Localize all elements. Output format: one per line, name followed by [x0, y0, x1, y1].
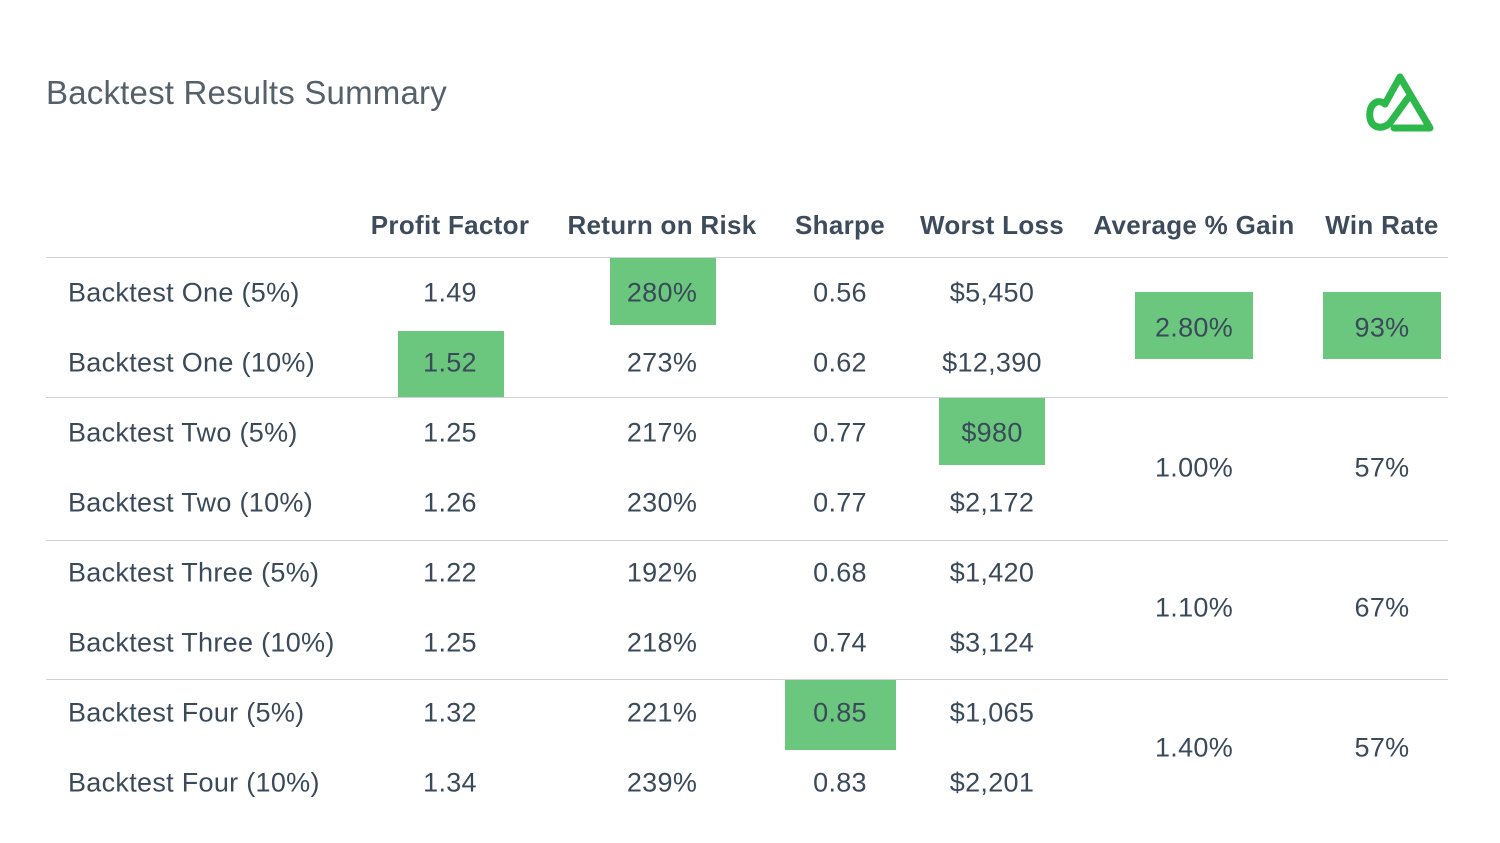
row-label: Backtest One (5%) — [68, 277, 300, 308]
highlight-sharpe — [785, 680, 896, 750]
highlight-average-gain — [1135, 292, 1253, 359]
cell-win-rate: 57% — [1354, 452, 1410, 483]
cell-profit-factor: 1.34 — [423, 767, 477, 798]
cell-return-on-risk: 230% — [626, 487, 698, 518]
cell-worst-loss: $3,124 — [949, 627, 1035, 658]
table-divider — [46, 257, 1448, 258]
cell-sharpe: 0.83 — [813, 767, 867, 798]
cell-return-on-risk: 221% — [626, 697, 698, 728]
column-header-return-on-risk: Return on Risk — [567, 210, 757, 240]
row-label: Backtest Three (10%) — [68, 627, 335, 658]
cell-win-rate: 67% — [1354, 592, 1410, 623]
row-label: Backtest One (10%) — [68, 347, 316, 378]
cell-return-on-risk: 273% — [626, 347, 698, 378]
row-label: Backtest Two (10%) — [68, 487, 313, 518]
cell-sharpe: 0.62 — [813, 347, 867, 378]
cell-profit-factor: 1.52 — [423, 347, 477, 378]
column-header-worst-loss: Worst Loss — [919, 210, 1065, 240]
highlight-return-on-risk — [610, 258, 716, 325]
highlight-profit-factor — [398, 331, 504, 398]
row-label: Backtest Four (10%) — [68, 767, 320, 798]
cell-sharpe: 0.68 — [813, 557, 867, 588]
cell-sharpe: 0.77 — [813, 487, 867, 518]
cell-worst-loss: $12,390 — [942, 347, 1042, 378]
cell-worst-loss: $980 — [961, 417, 1023, 448]
cell-profit-factor: 1.32 — [423, 697, 477, 728]
table-divider — [46, 679, 1448, 680]
cell-profit-factor: 1.25 — [423, 627, 477, 658]
table-divider — [46, 397, 1448, 398]
cell-sharpe: 0.74 — [813, 627, 867, 658]
cell-win-rate: 93% — [1354, 312, 1410, 343]
cell-worst-loss: $1,420 — [949, 557, 1035, 588]
column-header-win-rate: Win Rate — [1325, 210, 1439, 240]
cell-profit-factor: 1.26 — [423, 487, 477, 518]
cell-average-gain: 2.80% — [1154, 312, 1234, 343]
cell-return-on-risk: 280% — [626, 277, 698, 308]
cell-worst-loss: $5,450 — [949, 277, 1035, 308]
table-divider — [46, 540, 1448, 541]
column-header-average-gain: Average % Gain — [1093, 210, 1295, 240]
column-header-sharpe: Sharpe — [795, 210, 885, 240]
cell-return-on-risk: 192% — [626, 557, 698, 588]
cell-average-gain: 1.00% — [1154, 452, 1234, 483]
cell-return-on-risk: 218% — [626, 627, 698, 658]
cell-win-rate: 57% — [1354, 732, 1410, 763]
page-title: Backtest Results Summary — [46, 74, 447, 111]
cell-profit-factor: 1.49 — [423, 277, 477, 308]
cell-return-on-risk: 217% — [626, 417, 698, 448]
cell-worst-loss: $1,065 — [949, 697, 1035, 728]
row-label: Backtest Four (5%) — [68, 697, 305, 728]
cell-return-on-risk: 239% — [626, 767, 698, 798]
cell-sharpe: 0.77 — [813, 417, 867, 448]
cell-average-gain: 1.10% — [1154, 592, 1234, 623]
cell-sharpe: 0.56 — [813, 277, 867, 308]
brand-logo-icon — [1366, 73, 1434, 132]
cell-profit-factor: 1.25 — [423, 417, 477, 448]
cell-worst-loss: $2,201 — [949, 767, 1035, 798]
cell-average-gain: 1.40% — [1154, 732, 1234, 763]
cell-worst-loss: $2,172 — [949, 487, 1035, 518]
highlight-win-rate — [1323, 292, 1441, 359]
cell-sharpe: 0.85 — [813, 697, 867, 728]
highlight-worst-loss — [939, 398, 1045, 465]
column-header-profit-factor: Profit Factor — [370, 210, 530, 240]
cell-profit-factor: 1.22 — [423, 557, 477, 588]
row-label: Backtest Two (5%) — [68, 417, 298, 448]
row-label: Backtest Three (5%) — [68, 557, 320, 588]
